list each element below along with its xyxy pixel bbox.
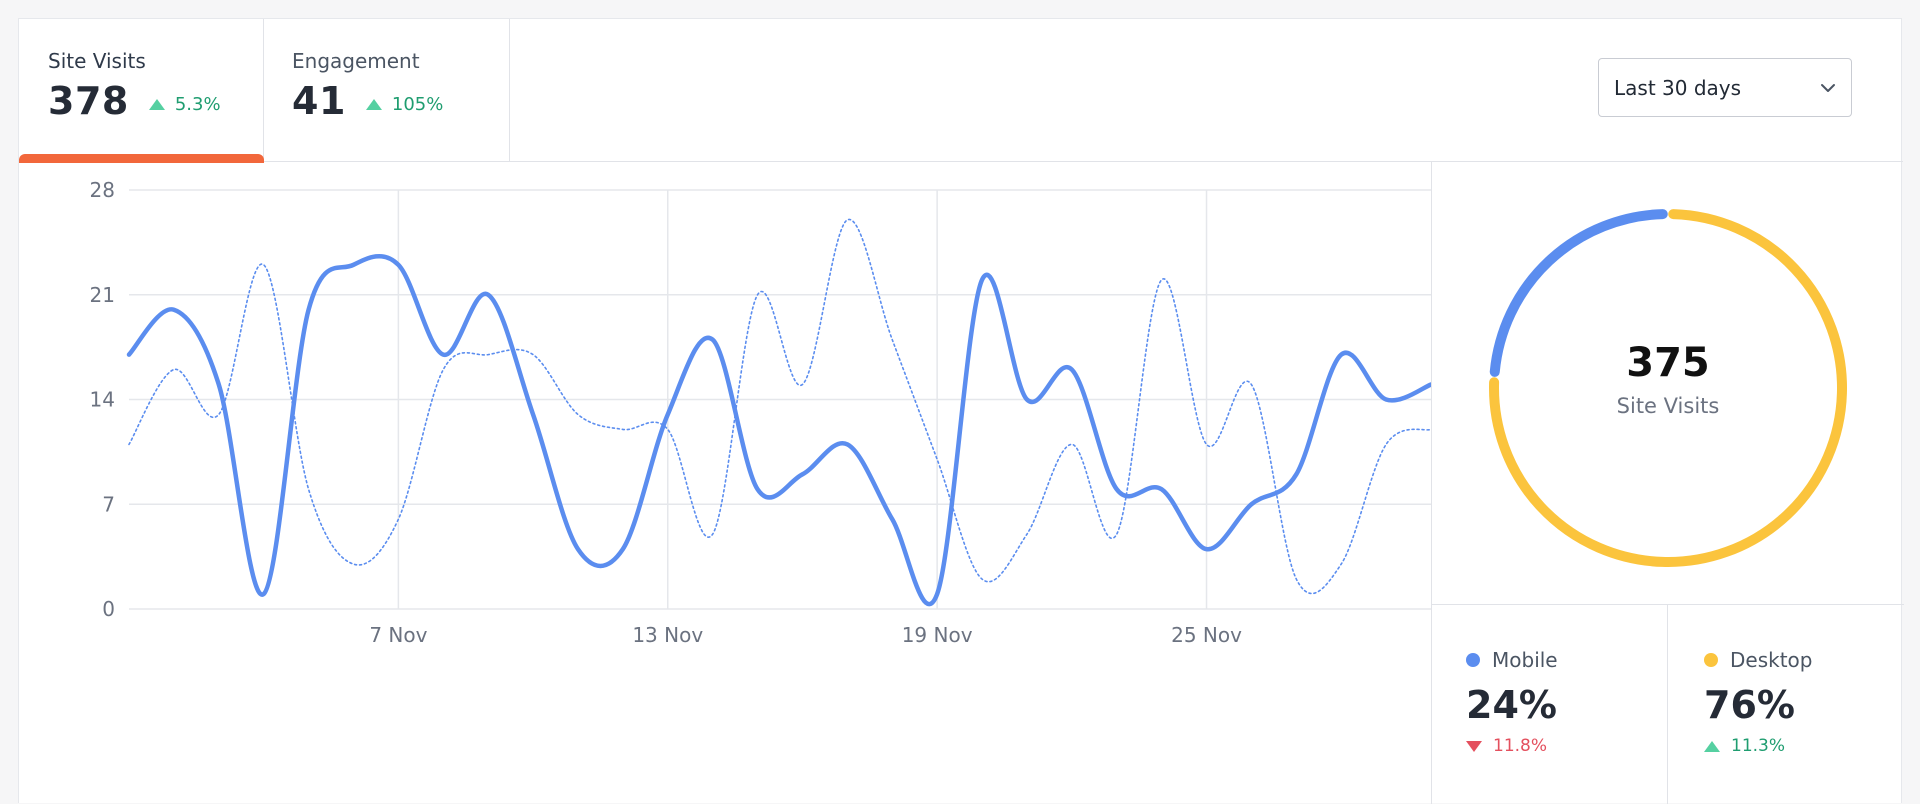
tab-label: Engagement — [292, 49, 420, 73]
arrow-up-icon — [365, 98, 382, 110]
stat-value: 24% — [1466, 683, 1557, 727]
tab-label: Site Visits — [48, 49, 146, 73]
tab-delta-value: 5.3% — [174, 93, 221, 115]
chevron-down-icon — [1821, 83, 1835, 92]
stat-delta: 11.8% — [1466, 736, 1547, 756]
tab-value-row: 378 5.3% — [48, 79, 221, 123]
stat-label: Mobile — [1466, 648, 1558, 672]
stat-label-text: Mobile — [1492, 648, 1558, 672]
y-tick-label: 28 — [90, 178, 115, 202]
tab-delta-value: 105% — [391, 93, 444, 115]
x-tick-label: 19 Nov — [902, 623, 973, 647]
legend-dot-desktop — [1704, 653, 1718, 667]
tab-engagement[interactable]: Engagement 41 105% — [264, 19, 510, 162]
donut-chart: 375 Site Visits — [1432, 162, 1904, 605]
arrow-down-icon — [1466, 740, 1482, 752]
donut-slice-mobile — [1489, 209, 1668, 377]
stat-delta-value: 11.3% — [1731, 736, 1786, 756]
tab-value-row: 41 105% — [292, 79, 443, 123]
tab-site-visits[interactable]: Site Visits 378 5.3% — [19, 19, 264, 163]
y-tick-label: 14 — [90, 388, 115, 412]
tab-delta: 5.3% — [148, 93, 221, 115]
tab-value: 41 — [292, 79, 346, 123]
legend-dot-mobile — [1466, 653, 1480, 667]
device-breakdown-panel: 375 Site Visits Mobile 24% 11.8% Desktop… — [1431, 162, 1904, 804]
stat-label: Desktop — [1704, 648, 1812, 672]
stat-delta: 11.3% — [1704, 736, 1785, 756]
tab-value: 378 — [48, 79, 129, 123]
x-tick-label: 25 Nov — [1171, 623, 1242, 647]
y-tick-label: 0 — [102, 597, 115, 621]
stat-mobile: Mobile 24% 11.8% — [1432, 605, 1668, 804]
donut-caption: Site Visits — [1616, 394, 1720, 418]
series-line-current-period — [126, 254, 1431, 607]
metrics-header: Site Visits 378 5.3% Engagement 41 105% — [19, 19, 1903, 163]
line-chart: 0 7 14 21 28 7 Nov 13 Nov 19 Nov 25 Nov — [19, 162, 1431, 804]
x-tick-label: 7 Nov — [369, 623, 427, 647]
stat-value: 76% — [1704, 683, 1795, 727]
active-tab-indicator — [19, 154, 264, 163]
y-tick-label: 21 — [90, 283, 115, 307]
series-line-previous-period — [128, 219, 1431, 595]
donut-slice-desktop — [1489, 209, 1847, 567]
y-tick-label: 7 — [102, 492, 115, 516]
stat-label-text: Desktop — [1730, 648, 1813, 672]
tab-delta: 105% — [365, 93, 444, 115]
x-tick-label: 13 Nov — [632, 623, 703, 647]
arrow-up-icon — [1704, 740, 1720, 752]
stat-delta-value: 11.8% — [1493, 736, 1548, 756]
date-range-value: Last 30 days — [1614, 75, 1742, 100]
arrow-up-icon — [148, 98, 165, 110]
date-range-select[interactable]: Last 30 days — [1598, 58, 1852, 117]
donut-chart-svg — [1489, 209, 1847, 567]
donut-total: 375 — [1626, 340, 1710, 386]
line-chart-svg: 0 7 14 21 28 7 Nov 13 Nov 19 Nov 25 Nov — [90, 178, 1431, 647]
stat-desktop: Desktop 76% 11.3% — [1668, 605, 1904, 804]
analytics-card: Site Visits 378 5.3% Engagement 41 105% — [18, 18, 1904, 804]
